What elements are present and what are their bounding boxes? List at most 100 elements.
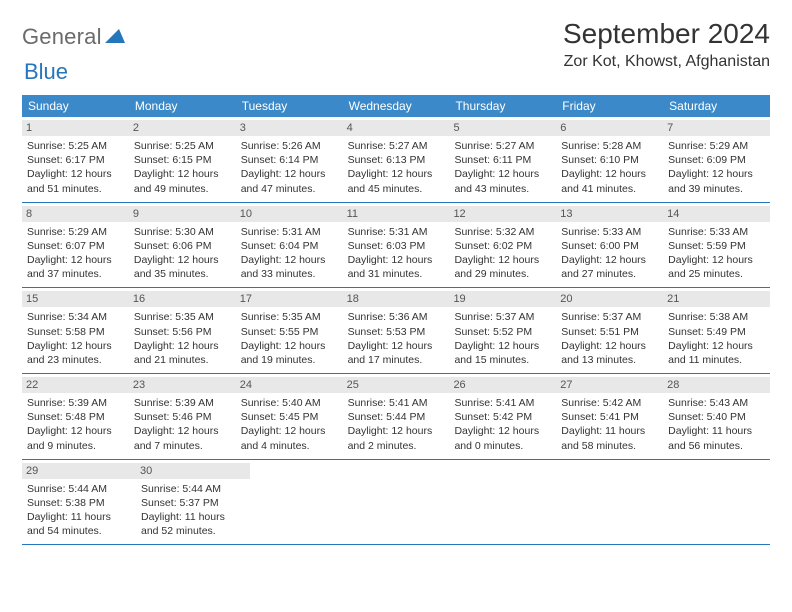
day-cell: 7Sunrise: 5:29 AMSunset: 6:09 PMDaylight… (663, 117, 770, 202)
day-cell: 1 Sunrise: 5:25 AMSunset: 6:17 PMDaylight… (22, 117, 129, 202)
day-info: Sunrise: 5:27 AMSunset: 6:11 PMDaylight:… (454, 139, 551, 196)
day-number: 22 (22, 377, 129, 393)
location-text: Zor Kot, Khowst, Afghanistan (563, 53, 770, 71)
day-cell: 8 Sunrise: 5:29 AMSunset: 6:07 PMDaylight… (22, 203, 129, 288)
logo-triangle-icon (105, 27, 125, 48)
day-info: Sunrise: 5:35 AMSunset: 5:55 PMDaylight:… (241, 310, 338, 367)
day-cell: 6 Sunrise: 5:28 AMSunset: 6:10 PMDaylight… (556, 117, 663, 202)
day-cell: 19 Sunrise: 5:37 AMSunset: 5:52 PMDayligh… (449, 288, 556, 373)
day-info: Sunrise: 5:32 AMSunset: 6:02 PMDaylight:… (454, 225, 551, 282)
day-info: Sunrise: 5:41 AMSunset: 5:42 PMDaylight:… (454, 396, 551, 453)
day-number: 9 (129, 206, 236, 222)
day-number: 6 (556, 120, 663, 136)
day-cell: 5 Sunrise: 5:27 AMSunset: 6:11 PMDaylight… (449, 117, 556, 202)
weekday-header: Thursday (449, 95, 556, 117)
day-cell: 11 Sunrise: 5:31 AMSunset: 6:03 PMDayligh… (343, 203, 450, 288)
weekday-header: Tuesday (236, 95, 343, 117)
day-cell: 2Sunrise: 5:25 AMSunset: 6:15 PMDaylight… (129, 117, 236, 202)
day-info: Sunrise: 5:26 AMSunset: 6:14 PMDaylight:… (241, 139, 338, 196)
day-info: Sunrise: 5:25 AMSunset: 6:15 PMDaylight:… (134, 139, 231, 196)
calendar-grid: SundayMondayTuesdayWednesdayThursdayFrid… (22, 95, 770, 545)
day-number: 27 (556, 377, 663, 393)
empty-day-cell (354, 460, 458, 545)
day-cell: 24 Sunrise: 5:40 AMSunset: 5:45 PMDayligh… (236, 374, 343, 459)
day-cell: 3 Sunrise: 5:26 AMSunset: 6:14 PMDaylight… (236, 117, 343, 202)
day-number: 5 (449, 120, 556, 136)
weekday-header: Saturday (663, 95, 770, 117)
day-info: Sunrise: 5:31 AMSunset: 6:03 PMDaylight:… (348, 225, 445, 282)
day-info: Sunrise: 5:38 AMSunset: 5:49 PMDaylight:… (668, 310, 765, 367)
day-info: Sunrise: 5:36 AMSunset: 5:53 PMDaylight:… (348, 310, 445, 367)
day-cell: 18 Sunrise: 5:36 AMSunset: 5:53 PMDayligh… (343, 288, 450, 373)
day-number: 24 (236, 377, 343, 393)
day-info: Sunrise: 5:30 AMSunset: 6:06 PMDaylight:… (134, 225, 231, 282)
day-number: 1 (22, 120, 129, 136)
day-cell: 15 Sunrise: 5:34 AMSunset: 5:58 PMDayligh… (22, 288, 129, 373)
day-info: Sunrise: 5:44 AMSunset: 5:37 PMDaylight:… (141, 482, 245, 539)
empty-day-cell (666, 460, 770, 545)
week-row: 8 Sunrise: 5:29 AMSunset: 6:07 PMDaylight… (22, 203, 770, 289)
day-cell: 29 Sunrise: 5:44 AMSunset: 5:38 PMDayligh… (22, 460, 136, 545)
day-number: 23 (129, 377, 236, 393)
day-info: Sunrise: 5:29 AMSunset: 6:07 PMDaylight:… (27, 225, 124, 282)
day-info: Sunrise: 5:39 AMSunset: 5:46 PMDaylight:… (134, 396, 231, 453)
day-cell: 13 Sunrise: 5:33 AMSunset: 6:00 PMDayligh… (556, 203, 663, 288)
day-cell: 4Sunrise: 5:27 AMSunset: 6:13 PMDaylight… (343, 117, 450, 202)
day-cell: 14Sunrise: 5:33 AMSunset: 5:59 PMDayligh… (663, 203, 770, 288)
day-number: 10 (236, 206, 343, 222)
day-cell: 30 Sunrise: 5:44 AMSunset: 5:37 PMDayligh… (136, 460, 250, 545)
day-info: Sunrise: 5:34 AMSunset: 5:58 PMDaylight:… (27, 310, 124, 367)
day-number: 8 (22, 206, 129, 222)
weekday-header: Monday (129, 95, 236, 117)
day-info: Sunrise: 5:27 AMSunset: 6:13 PMDaylight:… (348, 139, 445, 196)
day-info: Sunrise: 5:35 AMSunset: 5:56 PMDaylight:… (134, 310, 231, 367)
day-number: 30 (136, 463, 250, 479)
day-number: 13 (556, 206, 663, 222)
day-info: Sunrise: 5:37 AMSunset: 5:51 PMDaylight:… (561, 310, 658, 367)
day-info: Sunrise: 5:37 AMSunset: 5:52 PMDaylight:… (454, 310, 551, 367)
day-number: 12 (449, 206, 556, 222)
weekday-header: Friday (556, 95, 663, 117)
day-info: Sunrise: 5:25 AMSunset: 6:17 PMDaylight:… (27, 139, 124, 196)
day-info: Sunrise: 5:29 AMSunset: 6:09 PMDaylight:… (668, 139, 765, 196)
week-row: 22Sunrise: 5:39 AMSunset: 5:48 PMDayligh… (22, 374, 770, 460)
day-info: Sunrise: 5:44 AMSunset: 5:38 PMDaylight:… (27, 482, 131, 539)
day-cell: 27 Sunrise: 5:42 AMSunset: 5:41 PMDayligh… (556, 374, 663, 459)
day-number: 14 (663, 206, 770, 222)
day-number: 29 (22, 463, 136, 479)
day-info: Sunrise: 5:40 AMSunset: 5:45 PMDaylight:… (241, 396, 338, 453)
logo-text-general: General (22, 24, 102, 50)
week-row: 29 Sunrise: 5:44 AMSunset: 5:38 PMDayligh… (22, 460, 770, 546)
week-row: 1 Sunrise: 5:25 AMSunset: 6:17 PMDaylight… (22, 117, 770, 203)
day-cell: 21Sunrise: 5:38 AMSunset: 5:49 PMDayligh… (663, 288, 770, 373)
day-info: Sunrise: 5:33 AMSunset: 6:00 PMDaylight:… (561, 225, 658, 282)
logo: General (22, 24, 125, 50)
day-info: Sunrise: 5:28 AMSunset: 6:10 PMDaylight:… (561, 139, 658, 196)
day-number: 26 (449, 377, 556, 393)
day-number: 16 (129, 291, 236, 307)
month-title: September 2024 (563, 18, 770, 50)
day-cell: 26 Sunrise: 5:41 AMSunset: 5:42 PMDayligh… (449, 374, 556, 459)
day-number: 17 (236, 291, 343, 307)
day-number: 20 (556, 291, 663, 307)
day-info: Sunrise: 5:42 AMSunset: 5:41 PMDaylight:… (561, 396, 658, 453)
day-info: Sunrise: 5:43 AMSunset: 5:40 PMDaylight:… (668, 396, 765, 453)
day-cell: 28Sunrise: 5:43 AMSunset: 5:40 PMDayligh… (663, 374, 770, 459)
day-number: 3 (236, 120, 343, 136)
day-cell: 12 Sunrise: 5:32 AMSunset: 6:02 PMDayligh… (449, 203, 556, 288)
logo-text-blue: Blue (24, 59, 68, 84)
day-info: Sunrise: 5:31 AMSunset: 6:04 PMDaylight:… (241, 225, 338, 282)
day-number: 25 (343, 377, 450, 393)
day-number: 11 (343, 206, 450, 222)
day-number: 18 (343, 291, 450, 307)
day-cell: 9 Sunrise: 5:30 AMSunset: 6:06 PMDaylight… (129, 203, 236, 288)
empty-day-cell (250, 460, 354, 545)
day-cell: 17 Sunrise: 5:35 AMSunset: 5:55 PMDayligh… (236, 288, 343, 373)
day-number: 19 (449, 291, 556, 307)
week-row: 15 Sunrise: 5:34 AMSunset: 5:58 PMDayligh… (22, 288, 770, 374)
empty-day-cell (562, 460, 666, 545)
day-number: 15 (22, 291, 129, 307)
weekday-header: Sunday (22, 95, 129, 117)
empty-day-cell (458, 460, 562, 545)
weekday-header: Wednesday (343, 95, 450, 117)
